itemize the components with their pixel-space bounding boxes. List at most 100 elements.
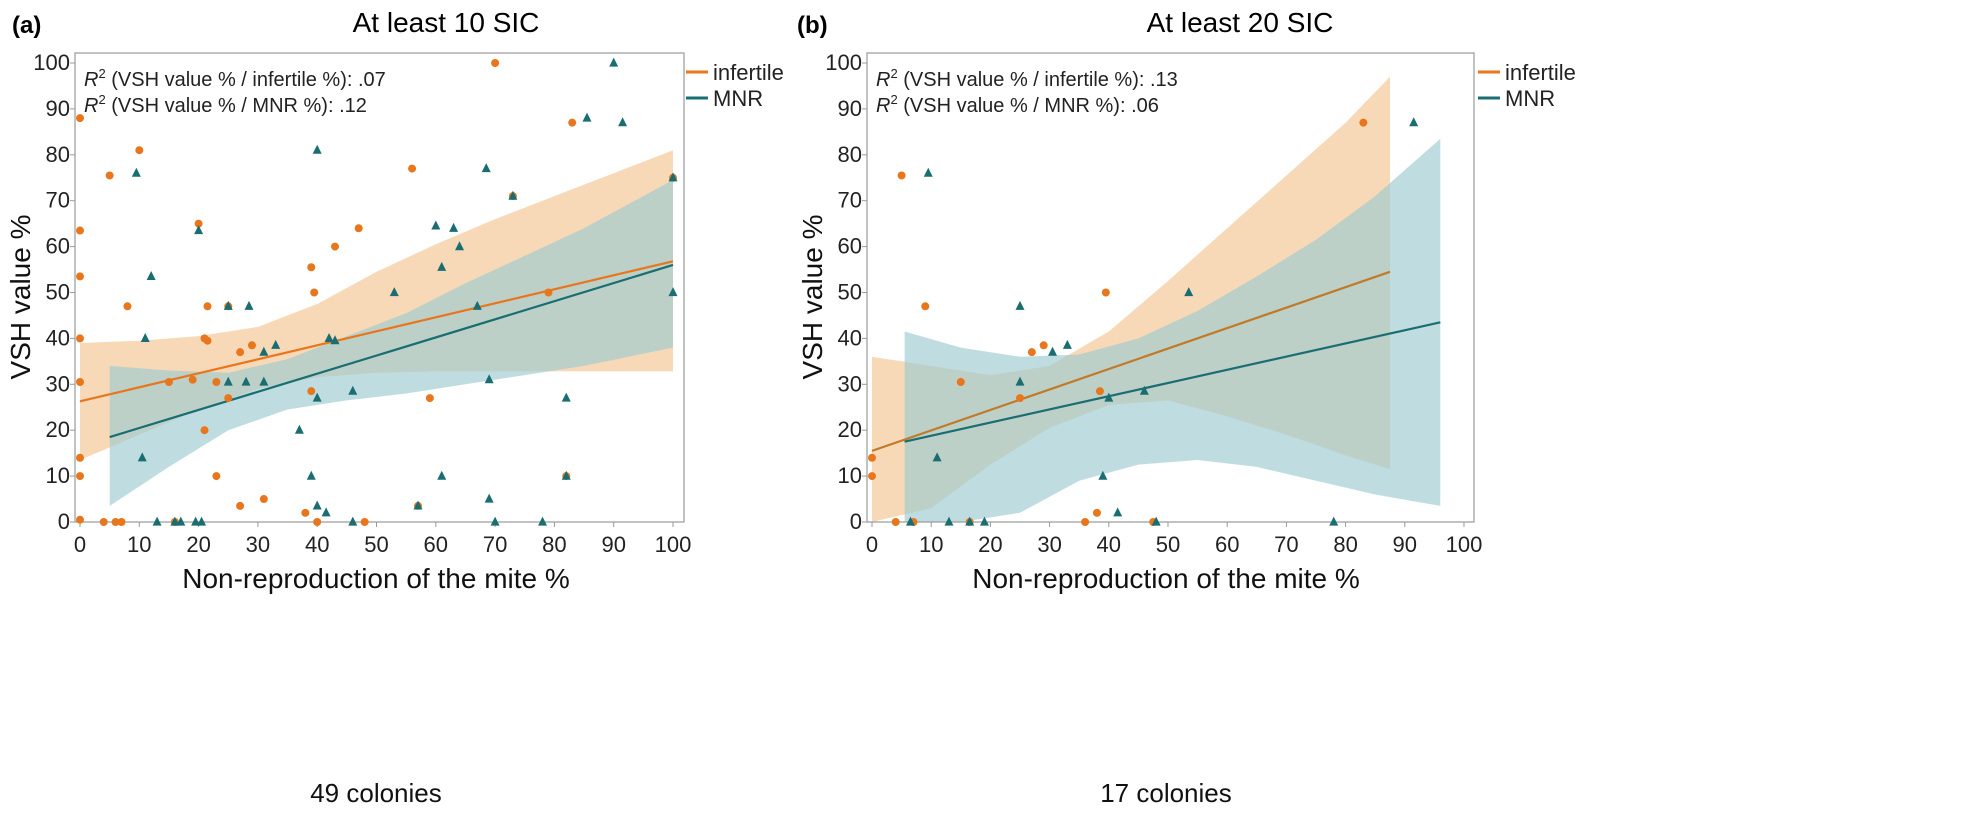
r2-infertile-a: R2 (VSH value % / infertile %): .07 xyxy=(84,66,386,91)
point-infertile xyxy=(76,378,84,387)
point-mnr xyxy=(1098,470,1108,480)
y-tick-label: 70 xyxy=(838,188,862,213)
x-tick-label: 20 xyxy=(978,532,1002,557)
point-mnr xyxy=(561,470,571,480)
point-infertile xyxy=(259,495,268,504)
point-mnr xyxy=(140,333,150,342)
point-mnr xyxy=(259,346,269,356)
fit-line-mnr xyxy=(904,321,1441,443)
y-tick-label: 80 xyxy=(46,142,70,167)
x-tick-label: 40 xyxy=(1097,532,1121,557)
panel-label-b: (b) xyxy=(797,12,828,39)
point-infertile xyxy=(76,226,84,235)
x-tick-label: 10 xyxy=(919,532,943,557)
point-mnr xyxy=(152,516,162,526)
r2-text: (VSH value % / MNR %): .12 xyxy=(106,95,367,117)
y-tick-label: 60 xyxy=(838,234,862,259)
point-mnr xyxy=(668,172,678,182)
point-mnr xyxy=(1113,507,1123,517)
x-tick-label: 40 xyxy=(305,532,329,557)
point-mnr xyxy=(259,376,269,386)
point-mnr xyxy=(508,190,518,200)
r2-infertile-b: R2 (VSH value % / infertile %): .13 xyxy=(876,66,1178,91)
y-tick-label: 50 xyxy=(838,280,862,305)
fit-line-infertile xyxy=(79,260,674,403)
point-infertile xyxy=(1027,348,1036,357)
point-infertile xyxy=(1081,518,1090,526)
point-mnr xyxy=(330,335,340,345)
point-infertile xyxy=(425,394,434,403)
y-tick-label: 20 xyxy=(838,417,862,442)
point-infertile xyxy=(76,114,84,123)
point-infertile xyxy=(1092,508,1101,517)
y-tick-label: 90 xyxy=(46,96,70,121)
point-infertile xyxy=(117,518,126,526)
r2-mnr-a: R2 (VSH value % / MNR %): .12 xyxy=(84,92,367,117)
legend-a: infertile MNR xyxy=(686,60,784,111)
point-infertile xyxy=(224,394,233,403)
y-tick-label: 100 xyxy=(825,50,862,75)
point-infertile xyxy=(194,219,203,228)
caption-a: 49 colonies xyxy=(310,778,442,808)
point-infertile xyxy=(891,518,900,526)
point-infertile xyxy=(1039,341,1048,350)
point-mnr xyxy=(455,241,465,251)
x-tick-label: 70 xyxy=(1274,532,1298,557)
point-mnr xyxy=(490,516,500,526)
point-mnr xyxy=(1015,300,1025,310)
legend-label-infertile: infertile xyxy=(1505,60,1576,85)
point-infertile xyxy=(76,334,84,343)
r2-letter: R xyxy=(876,95,890,117)
point-mnr xyxy=(137,452,147,462)
r2-mnr-b: R2 (VSH value % / MNR %): .06 xyxy=(876,92,1159,117)
chart-title-a: At least 10 SIC xyxy=(353,7,540,38)
point-mnr xyxy=(437,470,447,480)
point-mnr xyxy=(1104,392,1114,402)
point-mnr xyxy=(348,516,358,526)
point-infertile xyxy=(544,288,553,297)
point-infertile xyxy=(203,302,212,311)
r2-sup: 2 xyxy=(890,66,897,81)
point-mnr xyxy=(131,167,141,177)
point-infertile xyxy=(330,242,339,251)
y-tick-label: 80 xyxy=(838,142,862,167)
point-mnr xyxy=(223,376,233,386)
point-mnr xyxy=(484,493,494,503)
point-mnr xyxy=(1015,376,1025,386)
point-mnr xyxy=(431,220,441,230)
x-tick-label: 50 xyxy=(364,532,388,557)
x-tick-label: 0 xyxy=(74,532,86,557)
point-infertile xyxy=(99,518,108,526)
point-mnr xyxy=(294,424,304,434)
point-mnr xyxy=(481,163,491,173)
point-infertile xyxy=(1359,118,1368,127)
legend-label-mnr: MNR xyxy=(713,86,763,111)
panel-b: (b) At least 20 SIC 0 10 20 30 40 50 60 70 80 90 1… xyxy=(797,7,1576,808)
x-tick-label: 50 xyxy=(1156,532,1180,557)
point-infertile xyxy=(307,387,316,396)
point-mnr xyxy=(923,167,933,177)
point-mnr xyxy=(965,516,975,526)
x-tick-label: 0 xyxy=(866,532,878,557)
point-mnr xyxy=(618,117,628,127)
point-infertile xyxy=(203,336,212,345)
fit-line-infertile xyxy=(871,270,1391,452)
point-infertile xyxy=(247,341,256,350)
chart-title-b: At least 20 SIC xyxy=(1147,7,1334,38)
point-mnr xyxy=(244,300,254,310)
x-axis-label-a: Non-reproduction of the mite % xyxy=(182,563,570,594)
point-infertile xyxy=(200,426,209,435)
x-axis-label-b: Non-reproduction of the mite % xyxy=(972,563,1360,594)
point-infertile xyxy=(236,501,245,510)
point-mnr xyxy=(582,112,592,122)
point-mnr xyxy=(1062,339,1072,349)
y-tick-label: 30 xyxy=(838,371,862,396)
point-mnr xyxy=(437,261,447,271)
point-mnr xyxy=(194,225,204,235)
point-mnr xyxy=(241,376,251,386)
r2-letter: R xyxy=(876,69,890,91)
point-mnr xyxy=(223,300,233,310)
r2-letter: R xyxy=(84,95,98,117)
point-mnr xyxy=(1184,287,1194,297)
r2-sup: 2 xyxy=(890,92,897,107)
